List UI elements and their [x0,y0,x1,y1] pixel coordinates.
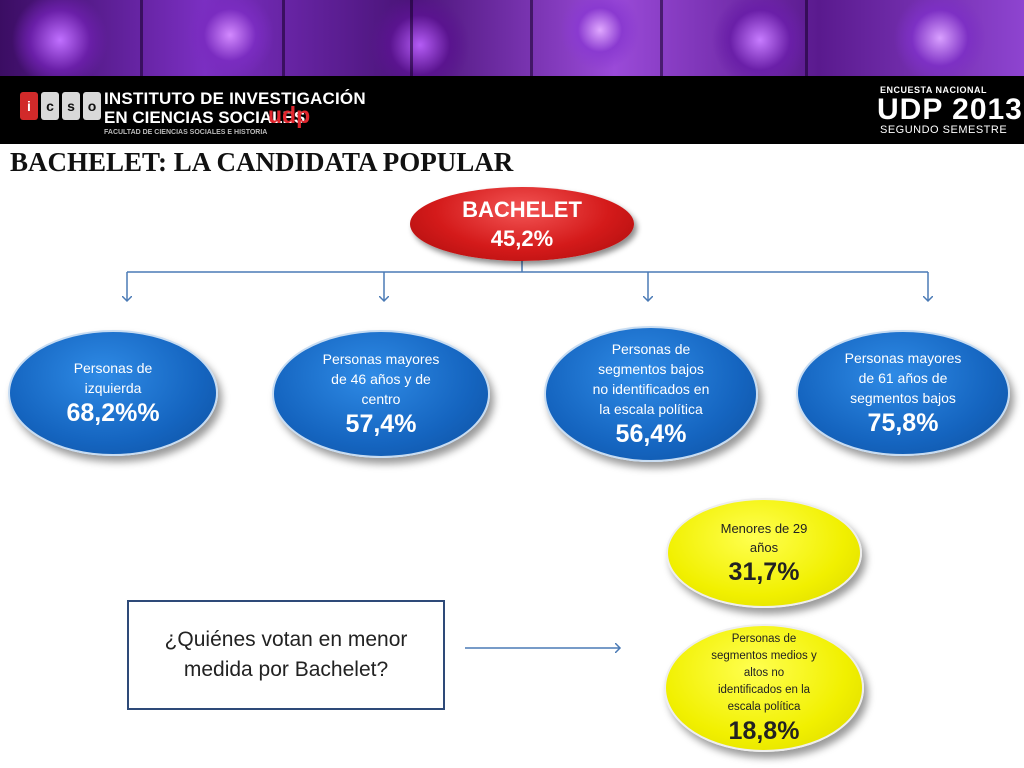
segment-label: Personas de [73,360,153,376]
segment-label: de 46 años y de [331,371,431,387]
question-line: medida por Bachelet? [183,658,389,681]
bachelet-total-node: BACHELET 45,2% [410,187,634,261]
segment-label: segmentos bajos [850,390,956,406]
low-group-label: Personas de [731,632,797,645]
logo-letter: o [83,92,101,120]
low-group-value: 31,7% [728,558,800,586]
segment-label: no identificados en [592,381,710,397]
low-group-node-middle-high: Personas de segmentos medios y altos no … [664,624,864,752]
low-group-label: Menores de 29 [720,521,808,536]
segment-label: Personas mayores [844,350,962,366]
survey-semester: SEGUNDO SEMESTRE [880,124,1008,136]
root-label: BACHELET [462,197,582,222]
page-title: BACHELET: LA CANDIDATA POPULAR [10,147,514,177]
segment-value: 56,4% [615,420,687,448]
logo-letter: i [20,92,38,120]
logo-letter: c [41,92,59,120]
low-group-value: 18,8% [728,716,800,745]
segment-label: centro [361,391,401,407]
segment-node-older-center: Personas mayores de 46 años y de centro … [272,330,490,458]
segment-label: izquierda [84,380,142,396]
low-group-label: escala política [727,700,801,713]
segment-label: de 61 años de [858,370,948,386]
icso-logo: i c s o [20,92,101,120]
institute-name-line2: EN CIENCIAS SOCIALES [104,108,306,127]
question-line: ¿Quiénes votan en menor [164,628,408,651]
segment-node-older-low: Personas mayores de 61 años de segmentos… [796,330,1010,456]
survey-label: ENCUESTA NACIONAL [880,85,987,95]
low-group-label: altos no [743,666,785,679]
segment-label: segmentos bajos [598,361,704,377]
institute-name-line1: INSTITUTO DE INVESTIGACIÓN [104,89,366,108]
segment-value: 75,8% [867,409,939,437]
question-box: ¿Quiénes votan en menor medida por Bache… [127,600,445,710]
udp-logo: udp [268,102,311,128]
low-group-label: segmentos medios y [711,649,817,662]
header-logo-bar [0,76,1024,144]
root-value: 45,2% [490,226,554,251]
segment-value: 57,4% [345,410,417,438]
segment-label: Personas mayores [322,351,440,367]
segment-value: 68,2%% [66,399,160,427]
segment-node-left: Personas de izquierda 68,2%% [8,330,218,456]
low-group-label: identificados en la [717,683,811,696]
faculty-name: FACULTAD DE CIENCIAS SOCIALES E HISTORIA [104,129,268,136]
segment-label: la escala política [599,401,703,417]
header-photo-banner [0,0,1024,76]
low-group-node-young: Menores de 29 años 31,7% [666,498,862,608]
logo-letter: s [62,92,80,120]
low-group-label: años [749,540,779,555]
segment-label: Personas de [611,341,691,357]
survey-title: UDP 2013 [877,93,1023,126]
segment-node-low-unidentified: Personas de segmentos bajos no identific… [544,326,758,462]
